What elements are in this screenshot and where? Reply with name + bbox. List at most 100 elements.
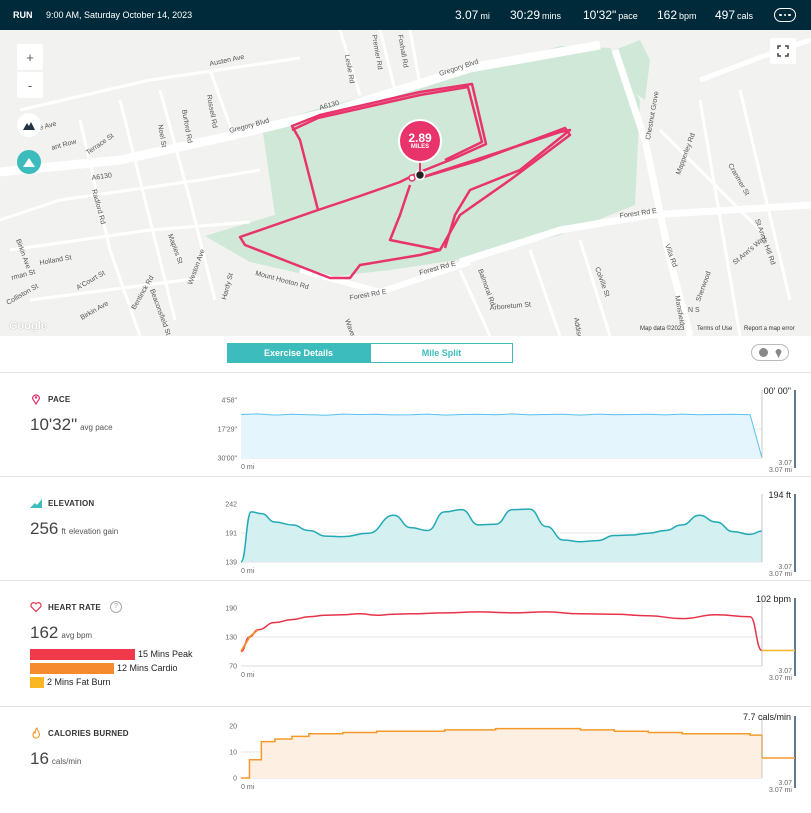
pace-chart[interactable]: 4'58" 17'29" 30'00"0 mi 3.073.07 mi 00' 00" [0, 373, 811, 477]
current-value-label: 7.7 cals/min [743, 712, 791, 722]
series-line [240, 413, 763, 459]
heart-rate-avg-value: 162 [30, 623, 59, 642]
street-label: e Ave [39, 121, 58, 132]
y-tick-label: 190 [225, 606, 237, 613]
street-label: ant Row [51, 138, 79, 152]
elevation-gain-value: 256 [30, 519, 59, 538]
map-canvas: Austen Ave Leslie Rd Premier Rd Foxhall Rd G… [0, 30, 811, 336]
street-label: N S [688, 307, 700, 314]
series-line [240, 508, 763, 563]
flame-icon [32, 727, 41, 739]
road-forest-rd [458, 201, 811, 266]
elevation-title: ELEVATION [48, 499, 95, 508]
street-label: Birkin Ave [14, 238, 31, 270]
distance-marker[interactable] [398, 119, 442, 163]
street-label: Holland St [39, 254, 72, 267]
calories-value: 497 [715, 8, 736, 22]
route-view-button[interactable] [17, 150, 41, 174]
circle-icon [758, 348, 768, 357]
y-tick-label: 139 [225, 560, 237, 567]
y-tick-label: 30'00" [218, 456, 238, 463]
calories-title: CALORIES BURNED [48, 729, 129, 738]
street-label: Sherwood [695, 271, 712, 303]
elevation-chart[interactable]: 242 191 139 0 mi 3.073.07 mi 194 ft [0, 477, 811, 581]
zone-label: 12 Mins Cardio [117, 663, 178, 673]
street-label: St Ann's Way [732, 234, 768, 266]
zone-bar [30, 663, 114, 674]
series-area [241, 509, 762, 562]
fullscreen-icon [777, 45, 789, 57]
x-start-label: 0 mi [241, 672, 255, 679]
elevation-section: ELEVATION 256 ft elevation gain 242 191 139 0… [0, 476, 811, 581]
street-label: Russell Rd [205, 94, 218, 129]
x-end-label: 3.07 mi [769, 675, 792, 682]
street-label: Hardy St [221, 272, 235, 300]
y-tick-label: 0 [233, 776, 237, 783]
tab-mile-split[interactable]: Mile Split [370, 343, 513, 363]
y-tick-label: 20 [229, 724, 237, 731]
distance-marker-label: 2.89 MILES [399, 131, 441, 150]
route-map[interactable]: Austen Ave Leslie Rd Premier Rd Foxhall Rd G… [0, 30, 811, 336]
series-line-warmup [240, 629, 259, 652]
fullscreen-button[interactable] [770, 38, 796, 64]
zone-label: 2 Mins Fat Burn [47, 677, 111, 687]
street-label: Mapperley Rd [675, 132, 697, 175]
y-tick-label: 130 [225, 635, 237, 642]
marker-value: 2.89 [408, 131, 432, 145]
zoom-in-button[interactable]: + [17, 44, 43, 70]
street-label: Villa Rd [663, 243, 678, 268]
x-end-label: 3.07 [778, 460, 792, 467]
map-toggle[interactable] [751, 344, 789, 361]
terms-link[interactable]: Terms of Use [697, 326, 733, 332]
x-end-label: 3.07 mi [769, 467, 792, 474]
y-tick-label: 17'29" [218, 427, 238, 434]
street-label: Terrace St [85, 133, 115, 157]
heart-rate-avg-label: avg bpm [61, 631, 93, 640]
report-map-error-link[interactable]: Report a map error [744, 326, 795, 332]
series-line [241, 727, 763, 779]
x-start-label: 0 mi [241, 464, 255, 471]
street-label: Addison [572, 317, 583, 336]
x-end-label: 3.07 mi [769, 571, 792, 578]
heart-rate-chart[interactable]: 190 130 70 0 mi 3.073.07 mi 102 bpm [0, 581, 811, 707]
street-label: Balmoral Rd [476, 268, 496, 307]
street-label: Colliston St [6, 283, 40, 307]
calories-summary: 16 cals/min [30, 749, 81, 769]
street-label: Cranmer St [726, 163, 750, 198]
heart-rate-value: 162 [657, 8, 678, 22]
more-options-button[interactable] [774, 8, 796, 22]
y-tick-label: 242 [225, 502, 237, 509]
pace-avg-value: 10'32" [30, 415, 78, 434]
current-value-label: 00' 00" [764, 386, 791, 396]
zoom-out-button[interactable]: - [17, 72, 43, 98]
google-logo: Google [9, 320, 47, 332]
heart-rate-section: HEART RATE ? 162 avg bpm 15 Mins Peak 12 M… [0, 580, 811, 707]
street-label: Waverley St [343, 318, 362, 336]
street-label: A'Court St [76, 270, 107, 292]
marker-unit: MILES [410, 144, 430, 150]
tab-exercise-details[interactable]: Exercise Details [227, 343, 370, 363]
series-area [241, 413, 762, 458]
street-label: Foxhall Rd [396, 34, 409, 68]
street-label: Birkin Ave [80, 300, 110, 322]
street-label: Chestnut Grove [645, 91, 660, 141]
calories-unit: cals [737, 11, 754, 21]
location-pin-icon [31, 394, 41, 405]
map-pin-icon [775, 348, 781, 358]
terrain-button[interactable] [17, 113, 41, 137]
street-label: Maples St [166, 233, 183, 265]
heart-rate-title: HEART RATE [48, 603, 101, 612]
info-icon[interactable]: ? [110, 601, 122, 613]
elevation-icon [30, 499, 42, 508]
stat-heart-rate: 162 bpm [657, 8, 697, 22]
stat-duration: 30:29 mins [510, 8, 561, 22]
calories-chart[interactable]: 20 10 0 0 mi 3.073.07 mi 7.7 cals/min [0, 707, 811, 811]
y-tick-label: 191 [225, 531, 237, 538]
activity-datetime: 9:00 AM, Saturday October 14, 2023 [46, 10, 193, 20]
street-label: A6130 [91, 172, 112, 182]
x-end-label: 3.07 [778, 668, 792, 675]
elevation-summary: 256 ft elevation gain [30, 519, 118, 539]
street-label: Leslie Rd [343, 54, 355, 84]
street-label: Weston Ave [187, 248, 206, 285]
pace-value: 10'32" [583, 8, 617, 22]
